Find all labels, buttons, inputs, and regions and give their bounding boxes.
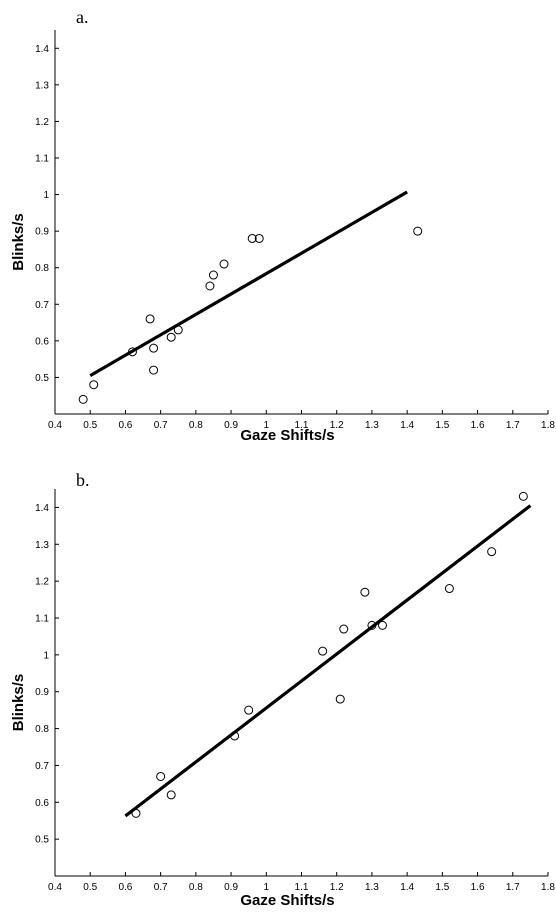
data-point	[156, 771, 166, 781]
y-tick-label: 1.3	[35, 540, 49, 551]
data-point	[444, 584, 454, 594]
data-point	[487, 547, 497, 557]
x-tick-label: 1.7	[506, 882, 520, 893]
x-tick-label: 0.8	[189, 420, 203, 431]
data-point	[149, 365, 159, 375]
x-tick-label: 1	[264, 420, 270, 431]
y-tick-label: 0.5	[35, 835, 49, 846]
panel-label: b.	[76, 470, 90, 490]
x-tick-label: 1.6	[471, 420, 485, 431]
x-tick-label: 1.3	[365, 882, 379, 893]
data-point	[254, 233, 264, 243]
data-point	[244, 705, 254, 715]
data-point	[335, 694, 345, 704]
x-tick-label: 0.5	[83, 420, 97, 431]
x-tick-label: 1.5	[435, 882, 449, 893]
data-point	[360, 587, 370, 597]
x-axis-label: Gaze Shifts/s	[240, 427, 334, 444]
x-tick-label: 1.6	[471, 882, 485, 893]
x-tick-label: 0.5	[83, 882, 97, 893]
regression-line	[89, 190, 408, 377]
y-tick-label: 0.6	[35, 798, 49, 809]
data-point	[318, 646, 328, 656]
y-tick-label: 1.3	[35, 80, 49, 91]
data-point	[149, 343, 159, 353]
y-axis-label: Blinks/s	[10, 674, 27, 732]
y-tick-label: 0.5	[35, 373, 49, 384]
data-point	[131, 808, 141, 818]
x-tick-label: 0.6	[118, 420, 132, 431]
x-tick-label: 1.4	[400, 882, 414, 893]
y-tick-label: 1.4	[35, 503, 49, 514]
x-tick-label: 0.7	[154, 882, 168, 893]
data-point	[230, 731, 240, 741]
data-point	[339, 624, 349, 634]
y-tick-label: 0.7	[35, 761, 49, 772]
x-tick-label: 0.4	[48, 420, 62, 431]
y-tick-label: 1.1	[35, 154, 49, 165]
data-point	[247, 233, 257, 243]
data-point	[413, 226, 423, 236]
y-tick-label: 1.2	[35, 117, 49, 128]
y-tick-label: 0.9	[35, 227, 49, 238]
y-tick-label: 0.7	[35, 300, 49, 311]
x-tick-label: 0.9	[224, 882, 238, 893]
data-point	[166, 790, 176, 800]
y-tick-label: 1	[43, 650, 49, 661]
x-tick-label: 1.5	[435, 420, 449, 431]
y-tick-label: 1.2	[35, 577, 49, 588]
y-tick-label: 0.8	[35, 263, 49, 274]
panel-label: a.	[76, 7, 89, 27]
data-point	[219, 259, 229, 269]
data-point	[173, 325, 183, 335]
x-axis-label: Gaze Shifts/s	[240, 892, 334, 909]
y-tick-label: 0.6	[35, 336, 49, 347]
x-tick-label: 1.3	[365, 420, 379, 431]
y-tick-label: 0.8	[35, 724, 49, 735]
x-tick-label: 1.8	[541, 420, 555, 431]
x-tick-label: 0.8	[189, 882, 203, 893]
x-tick-label: 1.8	[541, 882, 555, 893]
x-tick-label: 0.7	[154, 420, 168, 431]
data-point	[166, 332, 176, 342]
x-tick-label: 0.4	[48, 882, 62, 893]
data-point	[78, 394, 88, 404]
data-point	[127, 347, 137, 357]
x-tick-label: 1.2	[330, 882, 344, 893]
x-tick-label: 1.7	[506, 420, 520, 431]
y-tick-label: 0.9	[35, 687, 49, 698]
data-point	[208, 270, 218, 280]
x-tick-label: 1.1	[295, 882, 309, 893]
data-point	[518, 491, 528, 501]
x-tick-label: 0.9	[224, 420, 238, 431]
regression-line	[124, 504, 532, 818]
data-point	[89, 380, 99, 390]
y-axis-label: Blinks/s	[10, 213, 27, 271]
x-tick-label: 1.4	[400, 420, 414, 431]
x-tick-label: 1.1	[295, 420, 309, 431]
y-tick-label: 1	[43, 190, 49, 201]
data-point	[367, 620, 377, 630]
data-point	[145, 314, 155, 324]
data-point	[377, 620, 387, 630]
data-point	[205, 281, 215, 291]
panel-b: 0.4 0.5 0.6 0.7 0.8 0.9 1 1.1 1.2 1.3 1.4 1.5 1.6 1.7…	[10, 470, 555, 909]
y-tick-label: 1.4	[35, 44, 49, 55]
x-tick-label: 0.6	[118, 882, 132, 893]
y-tick-label: 1.1	[35, 614, 49, 625]
x-tick-label: 1	[264, 882, 270, 893]
panel-a: 0.4 0.5 0.6 0.7 0.8 0.9 1 1.1 1.2 1.3 1.4 1.5 1.6 1.7…	[10, 7, 555, 444]
x-tick-label: 1.2	[330, 420, 344, 431]
